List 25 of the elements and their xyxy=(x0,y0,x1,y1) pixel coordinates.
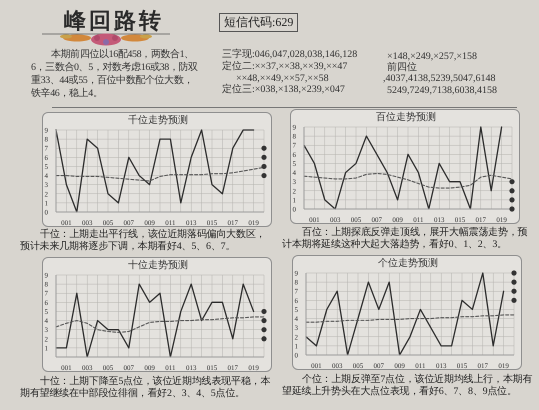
line-series xyxy=(305,272,504,356)
line-series xyxy=(55,283,254,358)
text: 定位三:×038,×138,×239,×047 xyxy=(222,84,345,96)
text: 定位二:××37,××38,××39,××47 xyxy=(222,61,348,73)
chart-title: 十位走势预测 xyxy=(127,259,189,272)
line-series xyxy=(305,314,515,323)
text: 个位：上期反弹至7点位，该位近期均线上行，本期有望延续上升势头在大点位表现，看好6、7、8、9点位。 xyxy=(282,374,534,398)
text: 百位：上期探底反弹走顶线，展开大幅震荡走势，预计本期将延续这种大起大落趋势，看好0、1、2、3。 xyxy=(282,227,528,251)
text: 三字现:046,047,028,038,146,128 xyxy=(222,49,358,60)
chart-title: 个位走势预测 xyxy=(377,257,439,270)
text: 5249,7249,7138,6038,4158 xyxy=(387,85,497,97)
text: 十位：上期下降至5点位，该位近期均线表现平稳，本期有望继续在中部段位徘徊，看好2、3、4、5点位。 xyxy=(20,376,272,400)
line-series xyxy=(303,126,502,210)
line-series xyxy=(55,129,254,213)
text: 短信代码:629 xyxy=(219,13,298,32)
text: 本期前四位以16配458，两数合1、6，三数合0、5，对数考虑16或38，防双重33、44或55，百位中数配个位大数，铁辛46，稳上4。 xyxy=(31,48,199,100)
text: 峰回路转 xyxy=(64,9,164,34)
text: ,4037,4138,5239,5047,6148 xyxy=(383,73,496,85)
text: 前四位 xyxy=(387,62,417,74)
chart-title: 千位走势预测 xyxy=(127,114,189,127)
text: ×148,×249,×257,×158 xyxy=(387,51,478,62)
line-series xyxy=(55,316,265,333)
chart-title: 百位走势预测 xyxy=(375,111,437,124)
text: ××48,××49,××57,××58 xyxy=(236,73,329,84)
text: 千位：上期走出平行线，该位近期落码偏向大数区，预计未来几期将逐步下调，本期看好4、5、6、7。 xyxy=(20,229,266,253)
